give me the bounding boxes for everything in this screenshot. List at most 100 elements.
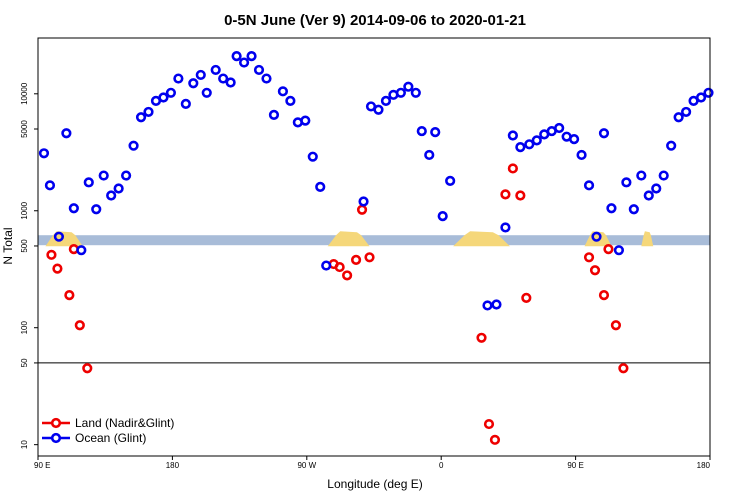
data-point xyxy=(218,73,229,84)
data-point xyxy=(195,69,206,81)
data-point xyxy=(44,180,56,191)
data-point xyxy=(76,245,87,256)
data-point xyxy=(165,87,177,98)
data-point xyxy=(268,109,280,121)
data-point xyxy=(651,183,662,194)
data-point xyxy=(74,320,85,331)
data-point xyxy=(613,245,625,256)
data-point xyxy=(277,86,289,97)
data-point xyxy=(238,57,250,68)
data-point xyxy=(188,78,199,89)
data-point xyxy=(128,140,139,151)
data-point xyxy=(476,332,487,343)
data-point xyxy=(91,204,102,215)
data-point xyxy=(83,177,94,188)
y-tick-label: 1000 xyxy=(20,201,29,219)
legend-label: Ocean (Glint) xyxy=(75,431,146,445)
data-point xyxy=(576,149,587,161)
data-point xyxy=(61,128,72,139)
data-point xyxy=(300,115,311,126)
data-point xyxy=(583,252,595,263)
x-tick-label: 90 E xyxy=(567,461,583,470)
plot-frame xyxy=(37,37,711,457)
legend-marker xyxy=(50,417,62,429)
land-band xyxy=(45,231,83,247)
data-point xyxy=(410,87,421,98)
data-point xyxy=(606,203,617,214)
data-point xyxy=(373,104,384,115)
data-point xyxy=(180,98,191,109)
data-points xyxy=(38,51,714,445)
data-point xyxy=(695,92,707,103)
data-point xyxy=(315,181,326,192)
data-point xyxy=(113,183,124,194)
y-axis-label: N Total xyxy=(1,227,15,264)
data-point xyxy=(106,190,117,201)
data-point xyxy=(583,180,595,191)
data-point xyxy=(628,204,639,215)
data-point xyxy=(210,64,221,76)
y-tick-label: 100 xyxy=(20,320,29,334)
data-point xyxy=(515,142,526,153)
land-sea-mask xyxy=(38,231,710,247)
land-series xyxy=(46,163,629,445)
data-point xyxy=(673,112,684,123)
data-point xyxy=(380,95,392,106)
data-point xyxy=(46,249,57,260)
legend-label: Land (Nadir&Glint) xyxy=(75,416,174,430)
data-point xyxy=(610,320,622,331)
x-axis-label: Longitude (deg E) xyxy=(327,477,422,491)
data-point xyxy=(636,170,647,181)
data-point xyxy=(253,64,265,76)
data-point xyxy=(598,290,610,301)
chart-title: 0-5N June (Ver 9) 2014-09-06 to 2020-01-… xyxy=(224,12,526,29)
data-point xyxy=(618,363,629,374)
data-point xyxy=(489,434,501,445)
data-point xyxy=(703,87,714,98)
data-point xyxy=(437,211,448,222)
data-point xyxy=(524,139,535,150)
land-band xyxy=(584,231,612,247)
data-point xyxy=(231,51,242,62)
x-tick-label: 180 xyxy=(166,461,180,470)
data-point xyxy=(395,87,406,98)
data-point xyxy=(482,300,493,311)
data-point xyxy=(491,299,502,310)
data-point xyxy=(364,252,375,263)
y-tick-label: 500 xyxy=(20,239,29,253)
data-point xyxy=(666,140,677,151)
data-point xyxy=(500,222,511,233)
data-point xyxy=(173,73,184,84)
data-point xyxy=(445,175,456,187)
data-point xyxy=(521,292,532,303)
data-point xyxy=(598,128,610,139)
data-point xyxy=(531,135,542,146)
data-point xyxy=(225,77,236,88)
data-point xyxy=(403,81,414,92)
data-point xyxy=(507,130,518,141)
data-point xyxy=(356,204,368,215)
data-point xyxy=(53,231,65,242)
data-point xyxy=(98,170,109,181)
legend-item-ocean: Ocean (Glint) xyxy=(42,431,146,445)
land-band xyxy=(453,231,510,247)
data-point xyxy=(334,261,345,273)
legend-item-land: Land (Nadir&Glint) xyxy=(42,416,174,430)
data-point xyxy=(246,51,257,62)
data-point xyxy=(38,148,50,159)
data-point xyxy=(307,151,318,162)
y-tick-label: 5000 xyxy=(20,120,29,138)
data-point xyxy=(515,190,526,201)
x-tick-label: 90 E xyxy=(34,461,50,470)
data-point xyxy=(591,231,602,242)
data-point xyxy=(589,265,601,276)
data-point xyxy=(424,149,435,161)
data-point xyxy=(416,125,427,137)
data-point xyxy=(430,127,441,138)
data-point xyxy=(135,112,147,123)
land-band xyxy=(641,231,654,247)
data-point xyxy=(358,196,369,207)
legend: Land (Nadir&Glint)Ocean (Glint) xyxy=(42,416,174,445)
data-point xyxy=(285,95,296,106)
